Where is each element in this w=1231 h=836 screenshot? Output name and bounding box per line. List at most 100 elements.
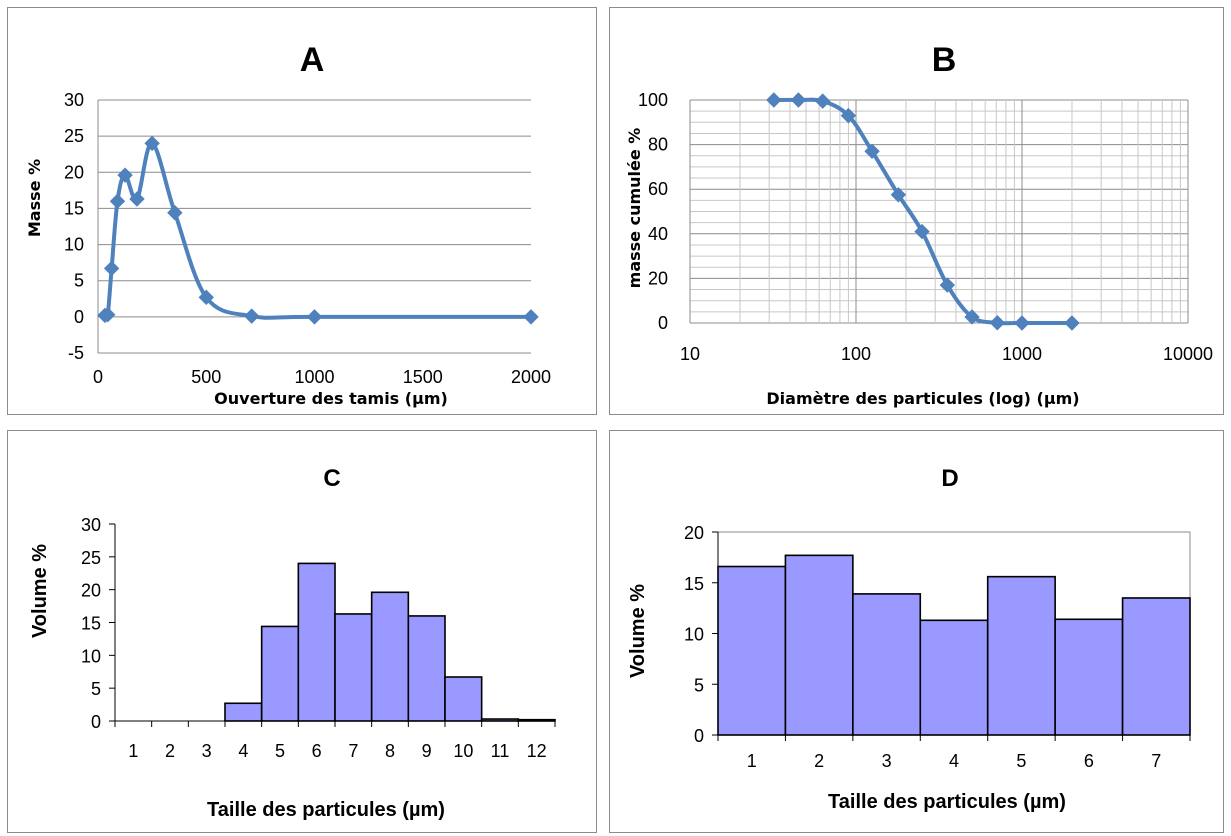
x-tick-label: 4	[949, 751, 959, 771]
chart-b-svg: B 0 20 40 60 80 100 10 100 1000 10000 Diamètre d…	[625, 41, 1213, 408]
x-axis-title: Ouverture des tamis (µm)	[214, 389, 448, 408]
x-tick-label: 12	[527, 741, 547, 761]
y-axis-title: Volume %	[29, 544, 51, 638]
data-point	[939, 277, 956, 293]
x-tick-label: 11	[491, 741, 510, 761]
x-tick-label: 10	[680, 344, 700, 364]
chart-title: A	[300, 41, 325, 79]
y-tick-label: -5	[68, 343, 84, 363]
data-point	[167, 205, 183, 221]
bar	[297, 562, 336, 722]
bar	[334, 613, 373, 722]
x-tick-label: 0	[93, 367, 103, 387]
chart-panel-d: D 0 5 10 15 20 1 2 3 4 5 6 7 Taille des particules…	[609, 430, 1224, 833]
y-tick-label: 20	[81, 581, 101, 601]
x-axis-title: Taille des particules (µm)	[207, 799, 445, 821]
y-tick-label: 0	[91, 712, 101, 732]
data-point	[100, 306, 116, 323]
data-point	[306, 309, 323, 325]
data-point	[840, 107, 857, 124]
y-tick-label: 5	[74, 271, 84, 291]
x-tick-label: 1000	[1002, 344, 1042, 364]
y-tick-label: 60	[648, 179, 668, 199]
y-tick-label: 30	[64, 90, 84, 110]
x-tick-label: 2	[165, 741, 175, 761]
data-point	[914, 223, 930, 240]
series-line	[102, 141, 532, 321]
y-tick-label: 5	[91, 679, 101, 699]
y-tick-label: 20	[64, 162, 84, 182]
data-point	[964, 309, 980, 325]
x-tick-label: 6	[312, 741, 322, 761]
bar	[1054, 618, 1124, 736]
data-point	[864, 143, 880, 159]
bar	[370, 591, 410, 722]
bar	[717, 565, 787, 736]
data-point	[814, 93, 831, 109]
data-point	[1014, 315, 1030, 331]
data-point	[109, 193, 126, 209]
x-tick-label: 10000	[1163, 344, 1213, 364]
bar	[784, 554, 854, 736]
y-tick-label: 20	[684, 523, 704, 543]
x-tick-label: 2	[814, 751, 824, 771]
x-tick-label: 5	[1016, 751, 1026, 771]
y-tick-label: 10	[64, 235, 84, 255]
x-tick-label: 5	[275, 741, 285, 761]
bar	[260, 625, 300, 722]
bar	[407, 615, 446, 722]
data-point	[129, 191, 145, 207]
y-tick-label: 80	[648, 135, 668, 155]
x-tick-label: 1	[128, 741, 138, 761]
y-tick-label: 20	[648, 268, 668, 288]
chart-title: B	[932, 41, 957, 79]
y-tick-label: 25	[81, 548, 101, 568]
x-tick-label: 7	[1151, 751, 1161, 771]
y-tick-label: 40	[648, 224, 668, 244]
y-tick-label: 10	[81, 646, 101, 666]
chart-d-svg: D 0 5 10 15 20 1 2 3 4 5 6 7 Taille des particules…	[627, 465, 1191, 813]
data-point	[244, 308, 260, 324]
chart-title: D	[941, 465, 958, 492]
x-tick-label: 3	[882, 751, 892, 771]
y-tick-label: 30	[81, 515, 101, 535]
data-point	[890, 187, 907, 203]
y-axis-title: Volume %	[627, 584, 649, 678]
y-tick-label: 0	[694, 726, 704, 746]
x-axis-title: Taille des particules (µm)	[828, 791, 1066, 813]
data-point	[103, 260, 120, 277]
chart-panel-c: C 0 5 10 15 20 25 30 1 2 3 4 5 6 7 8 9 10 11 12 Taille de…	[7, 430, 597, 833]
x-tick-label: 9	[422, 741, 432, 761]
data-point	[766, 92, 782, 108]
y-tick-label: 10	[684, 625, 704, 645]
chart-title: C	[323, 465, 340, 492]
bar	[224, 702, 263, 722]
x-tick-label: 6	[1084, 751, 1094, 771]
chart-a-svg: A -5 0 5 10 15 20 25 30 0 500 1000 1500 2000 Ouvert…	[25, 41, 551, 408]
x-axis-title: Diamètre des particules (log) (µm)	[766, 389, 1079, 408]
x-tick-label: 1	[747, 751, 757, 771]
chart-panel-b: B 0 20 40 60 80 100 10 100 1000 10000 Diamètre d…	[609, 7, 1224, 415]
bar	[1121, 597, 1191, 736]
x-tick-label: 1000	[294, 367, 334, 387]
y-tick-label: 15	[64, 198, 84, 218]
bar	[852, 593, 922, 736]
y-tick-label: 0	[74, 307, 84, 327]
x-tick-label: 1500	[403, 367, 443, 387]
bar	[919, 619, 989, 736]
chart-panel-a: A -5 0 5 10 15 20 25 30 0 500 1000 1500 2000 Ouvert…	[7, 7, 597, 415]
x-tick-label: 10	[453, 741, 473, 761]
data-point	[523, 309, 539, 325]
y-tick-label: 15	[684, 574, 704, 594]
y-axis-title: Masse %	[25, 159, 44, 237]
bar	[444, 676, 483, 722]
bar	[986, 575, 1056, 736]
y-tick-label: 25	[64, 126, 84, 146]
bar	[480, 718, 520, 722]
x-tick-label: 2000	[511, 367, 551, 387]
y-tick-label: 15	[81, 614, 101, 634]
x-tick-label: 500	[191, 367, 221, 387]
x-tick-label: 7	[348, 741, 358, 761]
x-tick-label: 4	[238, 741, 248, 761]
